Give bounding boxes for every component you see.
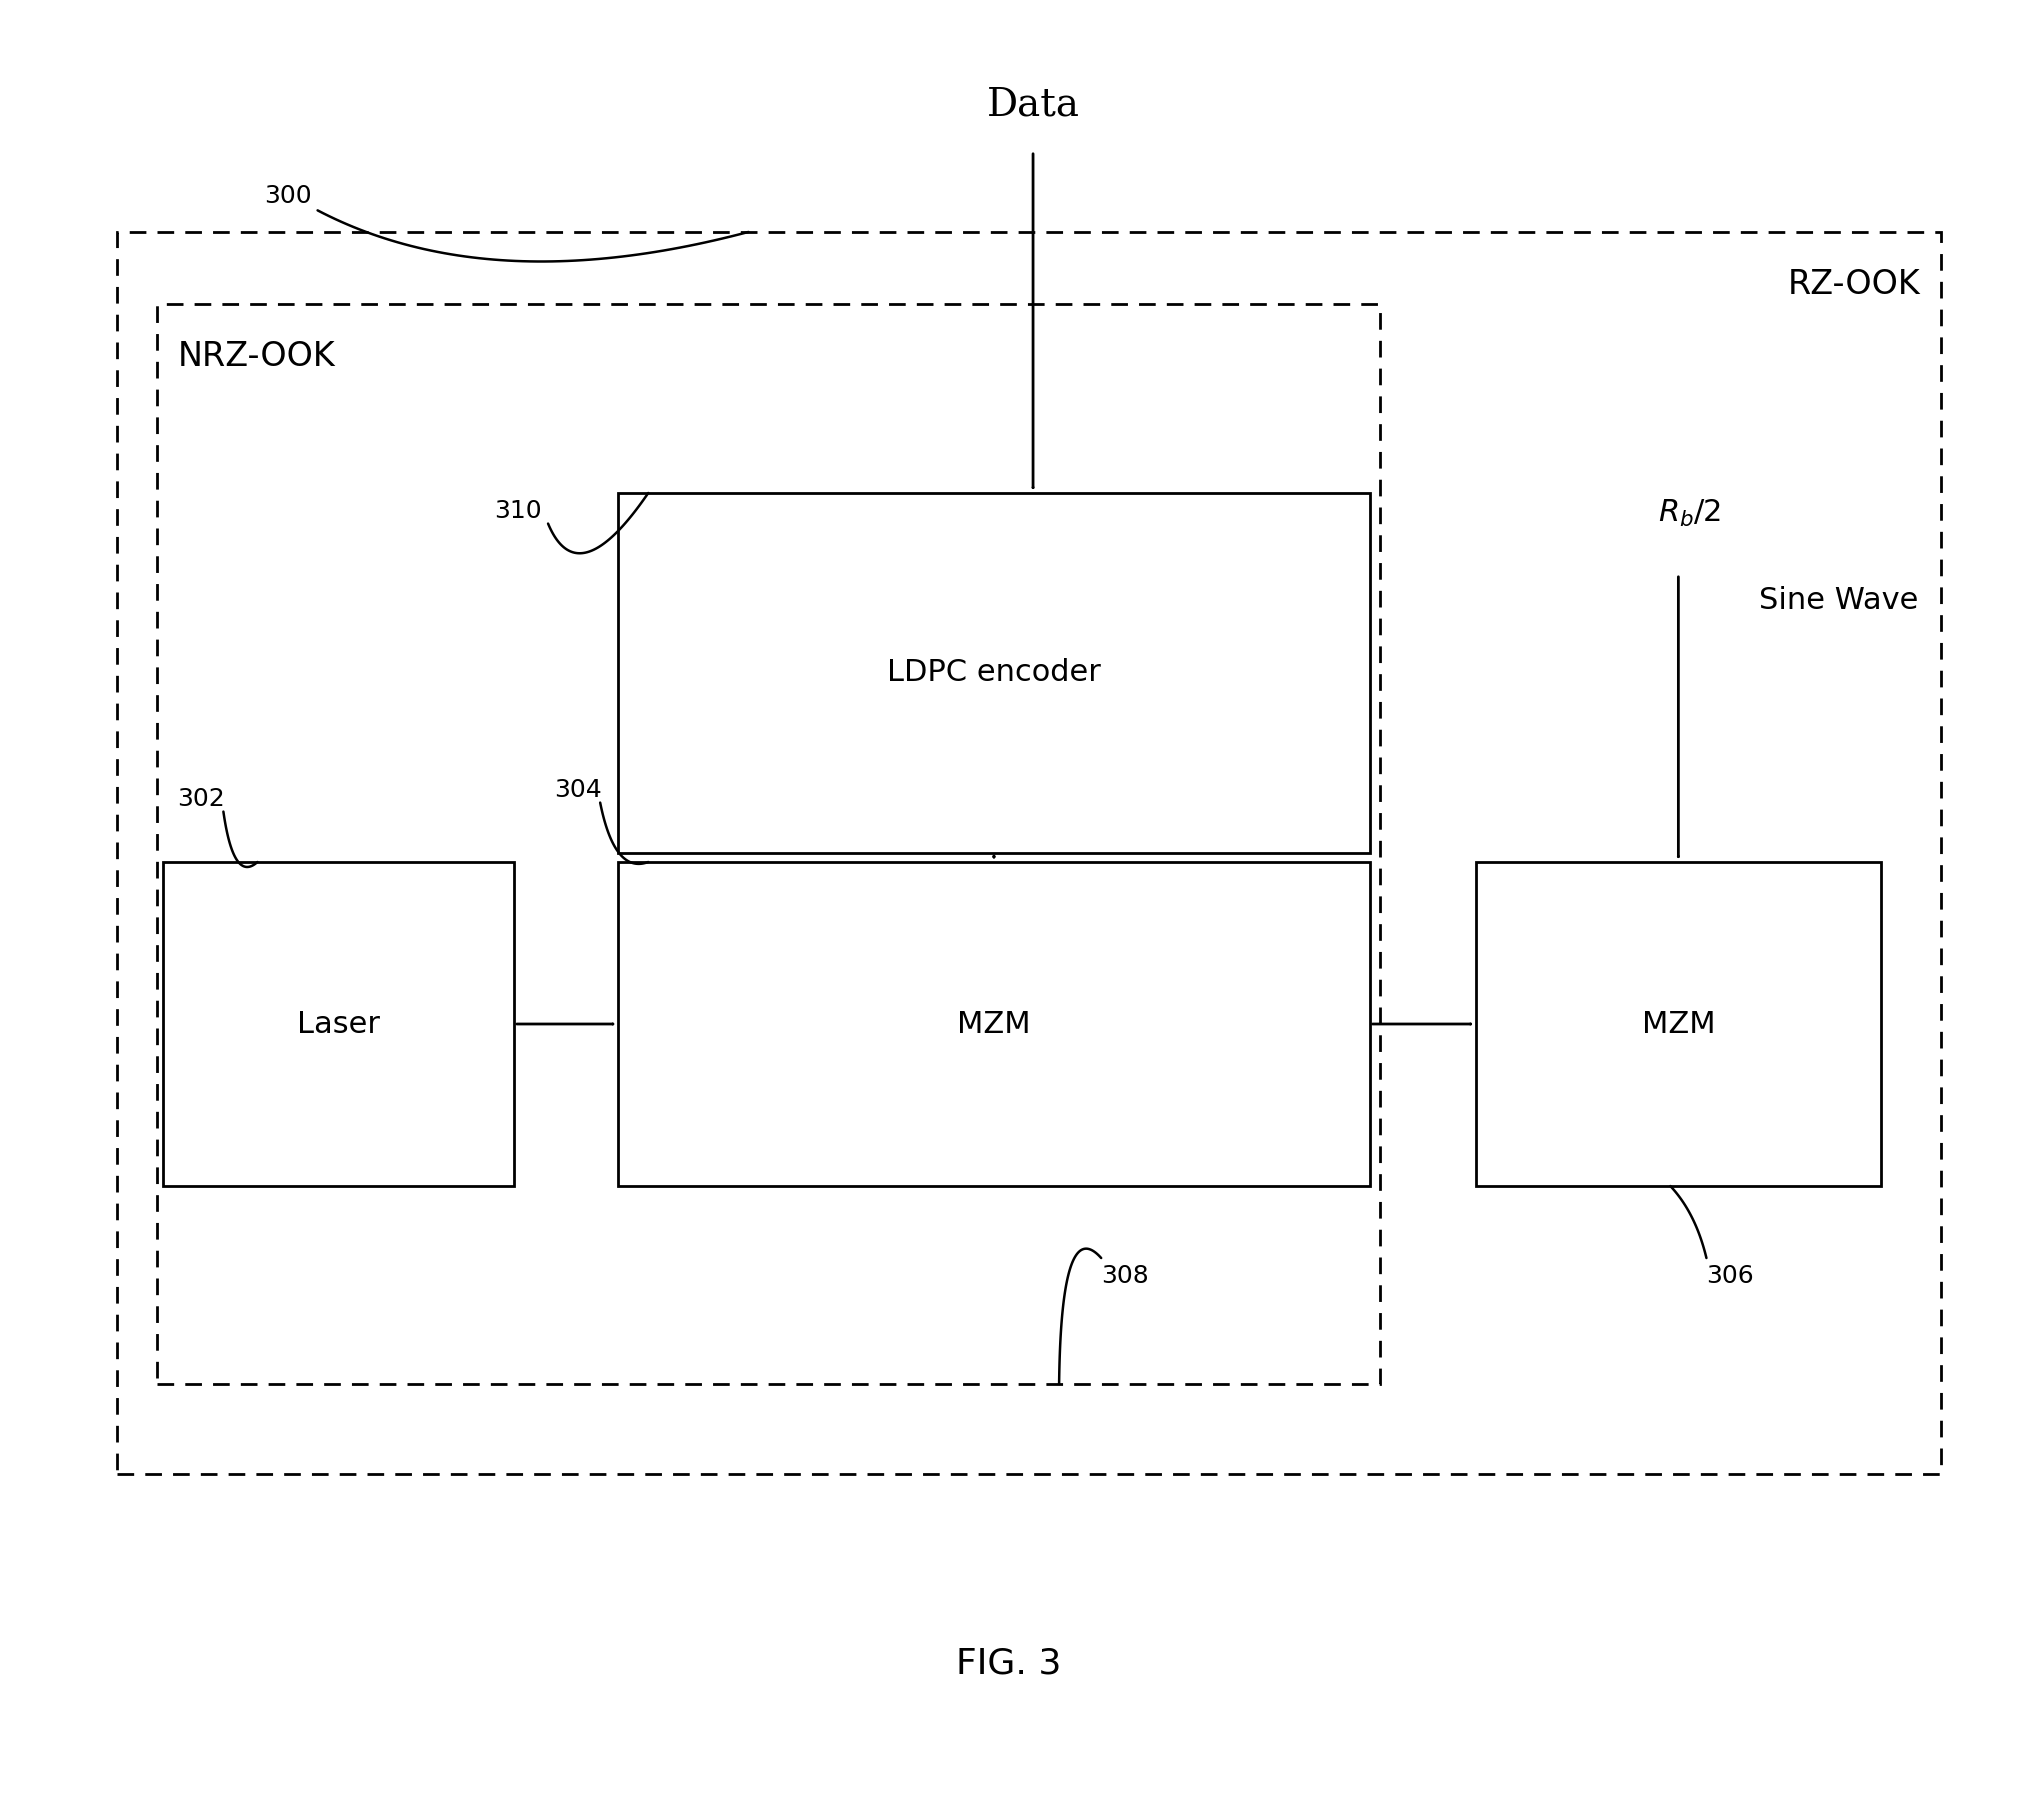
Text: Laser: Laser [297, 1010, 379, 1038]
Bar [117, 232, 1941, 1475]
Bar [163, 862, 515, 1186]
Text: 310: 310 [494, 499, 541, 522]
Text: RZ-OOK: RZ-OOK [1788, 268, 1921, 301]
Text: Sine Wave: Sine Wave [1758, 586, 1917, 615]
Bar [618, 493, 1370, 853]
Text: NRZ-OOK: NRZ-OOK [178, 339, 335, 374]
Text: FIG. 3: FIG. 3 [957, 1645, 1061, 1680]
Text: 302: 302 [178, 787, 226, 811]
Text: LDPC encoder: LDPC encoder [888, 658, 1102, 688]
Text: MZM: MZM [957, 1010, 1031, 1038]
Bar [1475, 862, 1881, 1186]
Bar [157, 305, 1380, 1384]
Text: 300: 300 [264, 183, 311, 209]
Text: Data: Data [987, 87, 1080, 123]
Text: 308: 308 [1102, 1264, 1148, 1288]
Text: MZM: MZM [1641, 1010, 1715, 1038]
Bar [618, 862, 1370, 1186]
Text: $R_b$/2: $R_b$/2 [1659, 497, 1721, 530]
Text: 306: 306 [1707, 1264, 1754, 1288]
Text: 304: 304 [555, 778, 601, 802]
